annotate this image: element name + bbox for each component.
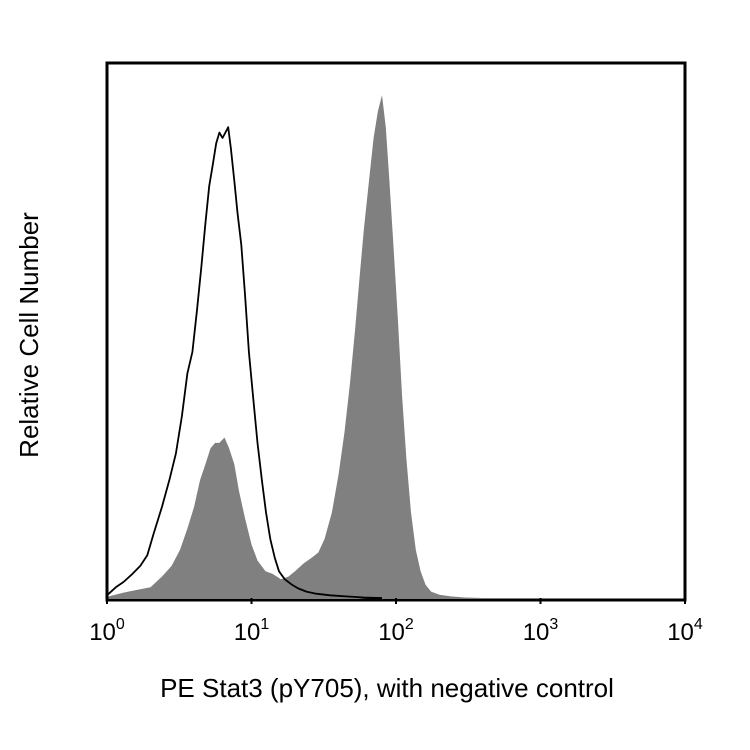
x-tick-label-1: 101	[234, 616, 270, 646]
y-axis-title: Relative Cell Number	[14, 212, 44, 458]
series-layer	[106, 95, 483, 599]
x-tick-label-4: 104	[667, 616, 703, 646]
x-axis-ticks: 100 101 102 103 104	[89, 598, 703, 646]
series-1-filled-histogram	[107, 95, 483, 598]
x-tick-label-3: 103	[523, 616, 559, 646]
x-axis-title: PE Stat3 (pY705), with negative control	[160, 673, 614, 703]
x-tick-label-2: 102	[378, 616, 414, 646]
x-tick-label-0: 100	[89, 616, 125, 646]
series-0-outline-histogram	[106, 126, 383, 599]
